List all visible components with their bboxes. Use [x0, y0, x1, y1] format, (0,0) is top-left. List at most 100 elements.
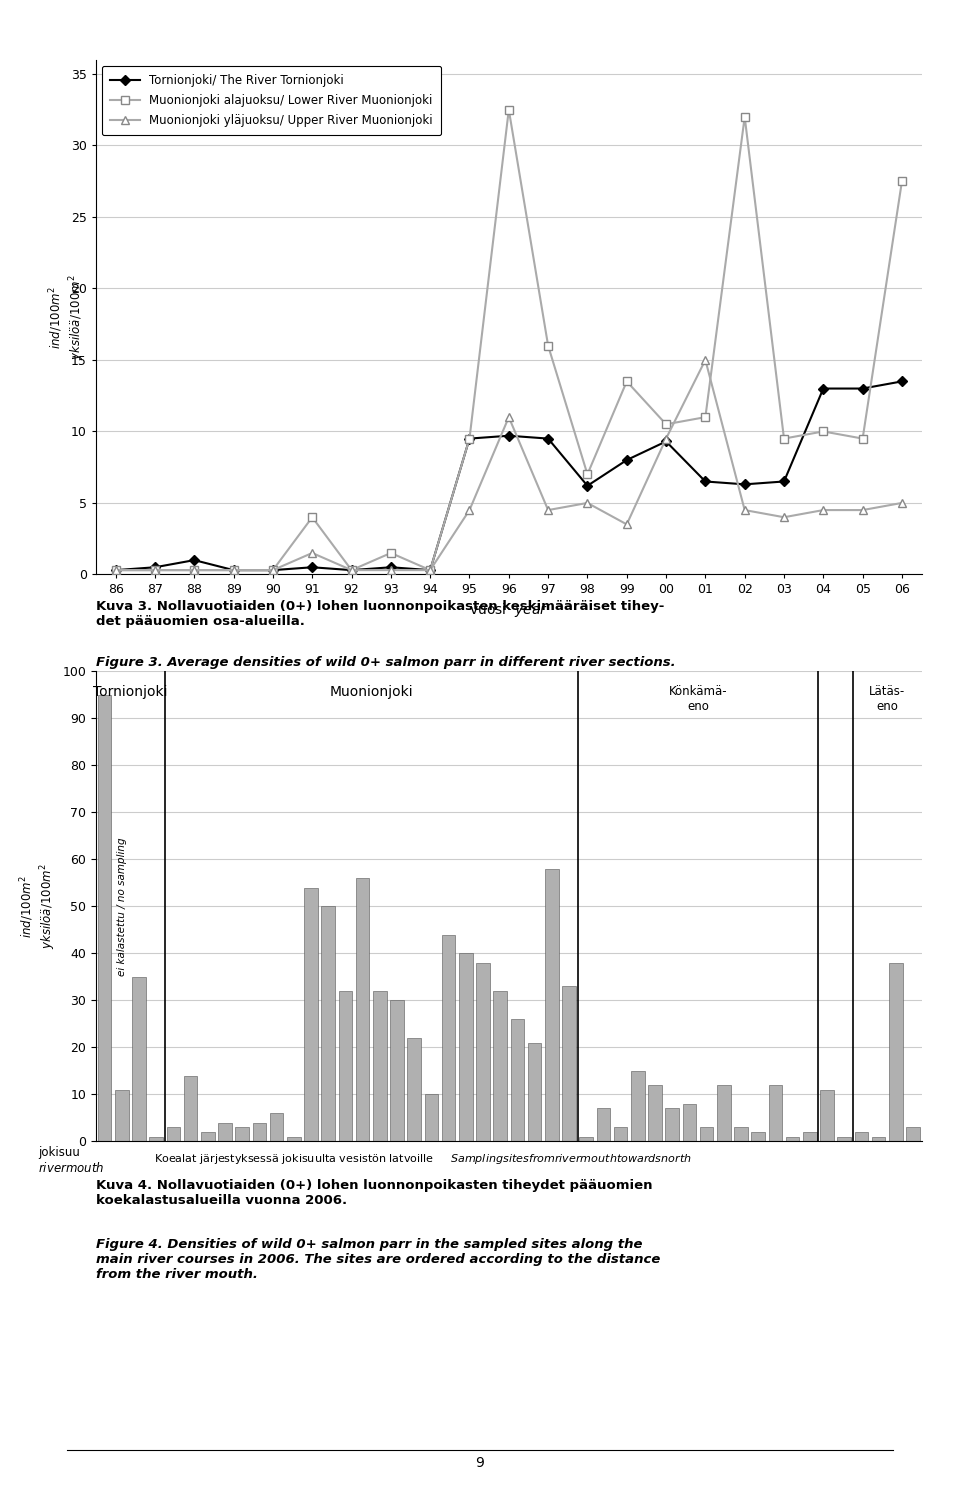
- Bar: [700, 1128, 713, 1141]
- Muonionjoki yläjuoksu/ Upper River Muonionjoki: [739, 501, 751, 519]
- Muonionjoki alajuoksu/ Lower River Muonionjoki: [857, 430, 869, 448]
- Bar: [304, 888, 318, 1141]
- Bar: [717, 1085, 731, 1141]
- Line: Muonionjoki alajuoksu/ Lower River Muonionjoki: Muonionjoki alajuoksu/ Lower River Muoni…: [111, 106, 906, 574]
- Bar: [252, 1122, 266, 1141]
- Tornionjoki/ The River Tornionjoki: [897, 373, 908, 391]
- Tornionjoki/ The River Tornionjoki: [464, 430, 475, 448]
- Muonionjoki yläjuoksu/ Upper River Muonionjoki: [346, 561, 357, 579]
- Text: Lätäs-
eno: Lätäs- eno: [869, 685, 905, 713]
- Tornionjoki/ The River Tornionjoki: [228, 561, 239, 579]
- Bar: [820, 1089, 834, 1141]
- Bar: [906, 1128, 920, 1141]
- Bar: [270, 1113, 283, 1141]
- Bar: [837, 1137, 852, 1141]
- Text: Muonionjoki: Muonionjoki: [329, 685, 413, 700]
- Bar: [132, 977, 146, 1141]
- Muonionjoki alajuoksu/ Lower River Muonionjoki: [660, 415, 672, 433]
- Text: Kuva 3. Nollavuotiaiden (0+) lohen luonnonpoikasten keskimääräiset tihey-
det pä: Kuva 3. Nollavuotiaiden (0+) lohen luonn…: [96, 600, 664, 628]
- Muonionjoki alajuoksu/ Lower River Muonionjoki: [542, 337, 554, 355]
- Muonionjoki alajuoksu/ Lower River Muonionjoki: [700, 409, 711, 427]
- Bar: [322, 906, 335, 1141]
- Tornionjoki/ The River Tornionjoki: [109, 561, 121, 579]
- Tornionjoki/ The River Tornionjoki: [660, 433, 672, 451]
- Tornionjoki/ The River Tornionjoki: [700, 473, 711, 491]
- Bar: [339, 991, 352, 1141]
- Text: ei kalastettu / no sampling: ei kalastettu / no sampling: [117, 837, 127, 976]
- Tornionjoki/ The River Tornionjoki: [424, 561, 436, 579]
- Bar: [769, 1085, 782, 1141]
- Bar: [115, 1089, 129, 1141]
- Bar: [372, 991, 387, 1141]
- Tornionjoki/ The River Tornionjoki: [306, 558, 318, 576]
- Muonionjoki alajuoksu/ Lower River Muonionjoki: [582, 466, 593, 483]
- Muonionjoki yläjuoksu/ Upper River Muonionjoki: [109, 561, 121, 579]
- Line: Muonionjoki yläjuoksu/ Upper River Muonionjoki: Muonionjoki yläjuoksu/ Upper River Muoni…: [111, 355, 906, 574]
- Bar: [511, 1019, 524, 1141]
- Bar: [287, 1137, 300, 1141]
- Bar: [854, 1132, 868, 1141]
- Muonionjoki yläjuoksu/ Upper River Muonionjoki: [228, 561, 239, 579]
- Bar: [183, 1076, 198, 1141]
- Tornionjoki/ The River Tornionjoki: [857, 379, 869, 397]
- Bar: [98, 695, 111, 1141]
- Muonionjoki yläjuoksu/ Upper River Muonionjoki: [503, 409, 515, 427]
- Bar: [596, 1109, 611, 1141]
- Bar: [528, 1043, 541, 1141]
- Bar: [889, 962, 902, 1141]
- Tornionjoki/ The River Tornionjoki: [542, 430, 554, 448]
- Muonionjoki yläjuoksu/ Upper River Muonionjoki: [306, 545, 318, 562]
- Bar: [390, 1000, 404, 1141]
- Tornionjoki/ The River Tornionjoki: [346, 561, 357, 579]
- Text: Kuva 4. Nollavuotiaiden (0+) lohen luonnonpoikasten tiheydet pääuomien
koekalast: Kuva 4. Nollavuotiaiden (0+) lohen luonn…: [96, 1179, 653, 1207]
- Muonionjoki alajuoksu/ Lower River Muonionjoki: [621, 373, 633, 391]
- Muonionjoki alajuoksu/ Lower River Muonionjoki: [346, 561, 357, 579]
- Bar: [201, 1132, 215, 1141]
- Muonionjoki alajuoksu/ Lower River Muonionjoki: [779, 430, 790, 448]
- Bar: [459, 953, 472, 1141]
- Bar: [166, 1128, 180, 1141]
- Bar: [579, 1137, 593, 1141]
- Muonionjoki yläjuoksu/ Upper River Muonionjoki: [149, 561, 160, 579]
- Bar: [665, 1109, 679, 1141]
- Muonionjoki yläjuoksu/ Upper River Muonionjoki: [188, 561, 200, 579]
- Tornionjoki/ The River Tornionjoki: [818, 379, 829, 397]
- Bar: [235, 1128, 249, 1141]
- Muonionjoki yläjuoksu/ Upper River Muonionjoki: [542, 501, 554, 519]
- Muonionjoki alajuoksu/ Lower River Muonionjoki: [818, 422, 829, 440]
- Bar: [476, 962, 490, 1141]
- Muonionjoki yläjuoksu/ Upper River Muonionjoki: [621, 515, 633, 533]
- Tornionjoki/ The River Tornionjoki: [267, 561, 278, 579]
- Tornionjoki/ The River Tornionjoki: [188, 551, 200, 568]
- Muonionjoki alajuoksu/ Lower River Muonionjoki: [385, 545, 396, 562]
- Muonionjoki alajuoksu/ Lower River Muonionjoki: [149, 561, 160, 579]
- Y-axis label: $\it{ind / 100m^{2}}$
$\it{yksilöä/100m^{2}}$: $\it{ind / 100m^{2}}$ $\it{yksilöä/100m^…: [47, 275, 87, 360]
- Muonionjoki alajuoksu/ Lower River Muonionjoki: [188, 561, 200, 579]
- Muonionjoki alajuoksu/ Lower River Muonionjoki: [739, 107, 751, 125]
- Bar: [218, 1122, 232, 1141]
- Tornionjoki/ The River Tornionjoki: [503, 427, 515, 445]
- Tornionjoki/ The River Tornionjoki: [779, 473, 790, 491]
- Bar: [563, 986, 576, 1141]
- Text: jokisuu: jokisuu: [38, 1146, 81, 1159]
- Text: $\it{rivermouth}$: $\it{rivermouth}$: [38, 1161, 105, 1174]
- Muonionjoki alajuoksu/ Lower River Muonionjoki: [464, 430, 475, 448]
- Muonionjoki yläjuoksu/ Upper River Muonionjoki: [424, 561, 436, 579]
- Text: Könkämä-
eno: Könkämä- eno: [669, 685, 728, 713]
- Tornionjoki/ The River Tornionjoki: [739, 476, 751, 494]
- Bar: [424, 1095, 439, 1141]
- X-axis label: vuosi  $\it{year}$: vuosi $\it{year}$: [469, 601, 548, 619]
- Muonionjoki yläjuoksu/ Upper River Muonionjoki: [897, 494, 908, 512]
- Bar: [803, 1132, 817, 1141]
- Muonionjoki yläjuoksu/ Upper River Muonionjoki: [779, 509, 790, 527]
- Bar: [407, 1038, 421, 1141]
- Muonionjoki alajuoksu/ Lower River Muonionjoki: [503, 101, 515, 119]
- Muonionjoki yläjuoksu/ Upper River Muonionjoki: [385, 561, 396, 579]
- Bar: [631, 1071, 645, 1141]
- Muonionjoki alajuoksu/ Lower River Muonionjoki: [109, 561, 121, 579]
- Muonionjoki yläjuoksu/ Upper River Muonionjoki: [700, 351, 711, 369]
- Muonionjoki yläjuoksu/ Upper River Muonionjoki: [857, 501, 869, 519]
- Tornionjoki/ The River Tornionjoki: [621, 451, 633, 468]
- Muonionjoki yläjuoksu/ Upper River Muonionjoki: [582, 494, 593, 512]
- Muonionjoki yläjuoksu/ Upper River Muonionjoki: [464, 501, 475, 519]
